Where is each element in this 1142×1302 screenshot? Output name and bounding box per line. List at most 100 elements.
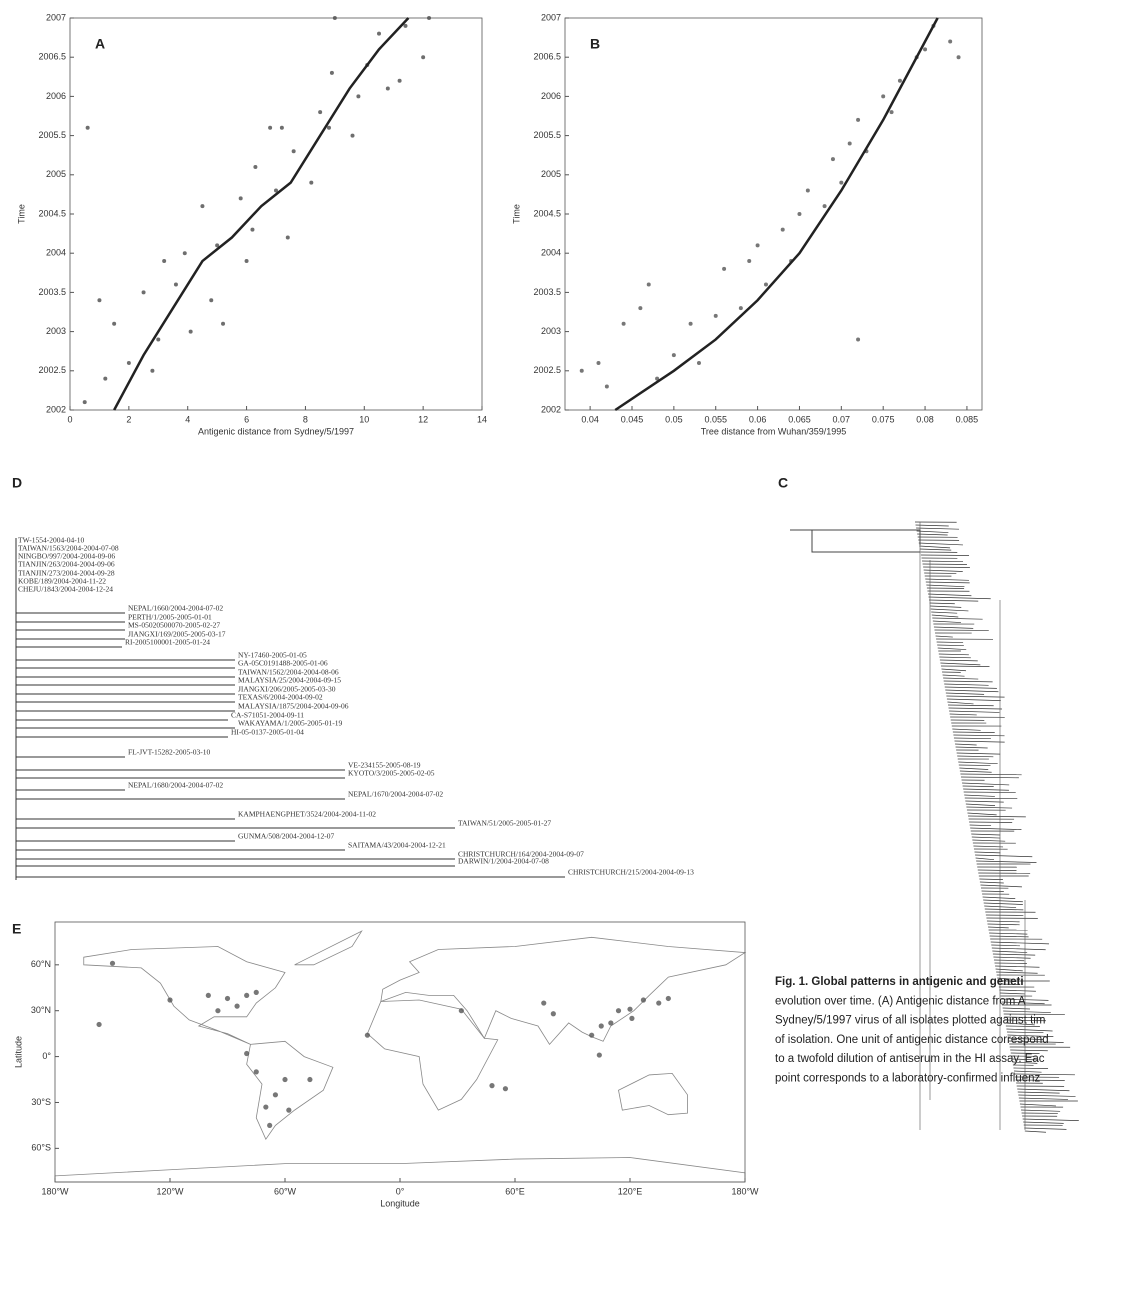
y-tick-label: 2003.5 — [533, 287, 561, 297]
tree-twig — [1008, 1040, 1064, 1043]
data-point — [377, 31, 381, 36]
data-point — [696, 360, 701, 365]
data-point — [332, 16, 337, 20]
tree-twig — [960, 776, 1019, 779]
y-tick-label: 2005.5 — [533, 130, 561, 140]
data-point — [805, 188, 810, 193]
tree-twig — [916, 527, 960, 530]
tree-twig — [1013, 1070, 1042, 1073]
data-point — [244, 992, 250, 999]
tree-twig — [996, 971, 1038, 974]
tree-twig — [967, 812, 997, 816]
tree-twig — [1014, 1073, 1075, 1076]
tree-twig — [965, 803, 996, 807]
tree-twig — [993, 959, 1025, 962]
tree-twig — [991, 947, 1046, 951]
data-point — [589, 1032, 595, 1038]
data-point — [326, 125, 331, 130]
y-tick-label: 0° — [42, 1051, 51, 1061]
data-point — [579, 368, 584, 373]
leaf-label: KYOTO/3/2005-2005-02-05 — [348, 769, 435, 778]
data-point — [502, 1086, 509, 1092]
leaf-label: JIANGXI/169/2005-2005-03-17 — [128, 630, 226, 639]
tree-twig — [995, 965, 1040, 968]
data-point — [638, 306, 643, 311]
data-point — [234, 1003, 240, 1009]
tree-twig — [990, 941, 1050, 945]
data-point — [738, 306, 743, 311]
data-point — [688, 321, 693, 326]
tree-twig — [930, 605, 962, 608]
leaf-label: KOBE/189/2004-2004-11-22 — [18, 577, 106, 586]
tree-twig — [1005, 1025, 1040, 1027]
data-point — [403, 23, 408, 28]
tree-twig — [995, 968, 1023, 972]
tree-twig — [993, 956, 1031, 959]
tree-twig — [992, 950, 1028, 953]
tree-twig — [949, 713, 977, 716]
tree-twig — [916, 530, 949, 533]
data-point — [173, 282, 178, 287]
x-tick-label: 8 — [303, 414, 308, 424]
tree-twig — [1005, 1022, 1035, 1026]
caption-line: of isolation. One unit of antigenic dist… — [775, 1034, 1049, 1046]
data-point — [215, 1008, 221, 1014]
tree-branch — [790, 529, 921, 553]
tree-twig — [983, 902, 1023, 905]
tree-twig — [968, 815, 1026, 818]
leaf-label: DARWIN/1/2004-2004-07-08 — [458, 857, 549, 866]
tree-twig — [1003, 1010, 1051, 1013]
data-point — [604, 384, 609, 389]
data-point — [85, 125, 90, 130]
tree-twig — [929, 602, 955, 605]
land-outline — [380, 936, 747, 1046]
data-point — [881, 94, 886, 99]
data-point — [780, 227, 785, 232]
data-point — [421, 55, 426, 60]
data-point — [596, 360, 601, 365]
data-point — [97, 298, 102, 303]
data-point — [156, 337, 161, 342]
x-tick-label: 0.065 — [788, 414, 811, 424]
y-axis-label: Time — [16, 204, 26, 224]
data-point — [550, 1011, 556, 1017]
tree-twig — [966, 806, 1013, 809]
data-point — [267, 1122, 273, 1129]
data-point — [364, 1032, 371, 1038]
data-point — [329, 70, 334, 75]
tree-twig — [1023, 1121, 1064, 1124]
data-point — [713, 313, 718, 318]
data-point — [291, 149, 296, 154]
data-point — [646, 282, 651, 287]
tree-twig — [937, 647, 967, 650]
y-tick-label: 2003.5 — [38, 287, 66, 297]
tree-twig — [927, 593, 972, 597]
leaf-label: PERTH/1/2005-2005-01-01 — [128, 613, 212, 622]
y-tick-label: 2006 — [46, 91, 66, 101]
tree-twig — [940, 665, 990, 667]
x-tick-label: 180°W — [731, 1186, 759, 1196]
tree-twig — [976, 860, 1037, 863]
leaf-label: CHEJU/1843/2004-2004-12-24 — [18, 585, 113, 594]
tree-twig — [945, 689, 999, 693]
data-point — [96, 1021, 102, 1028]
y-tick-label: 2007 — [541, 12, 561, 22]
tree-twig — [1019, 1103, 1056, 1107]
data-point — [318, 110, 323, 115]
x-tick-label: 0° — [396, 1186, 405, 1196]
panel-label: D — [12, 475, 22, 491]
data-point — [103, 376, 108, 381]
leaf-label: NINGBO/997/2004-2004-09-06 — [18, 552, 115, 561]
tree-twig — [1001, 1001, 1045, 1005]
tree-twig — [987, 923, 1020, 926]
data-point — [200, 204, 205, 209]
tree-twig — [955, 746, 988, 749]
x-tick-label: 14 — [477, 414, 487, 424]
tree-twig — [922, 560, 964, 563]
panel-label: C — [778, 475, 788, 491]
data-point — [489, 1083, 495, 1089]
data-point — [182, 251, 187, 256]
x-tick-label: 2 — [126, 414, 131, 424]
x-tick-label: 0.04 — [581, 414, 599, 424]
y-tick-label: 2004.5 — [533, 208, 561, 218]
